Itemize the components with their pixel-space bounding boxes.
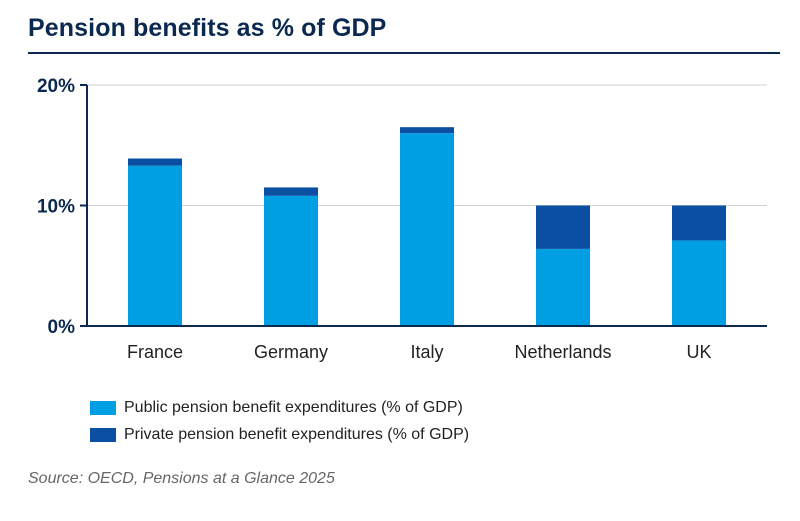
x-tick-label: Netherlands [514, 342, 611, 362]
bar-public-netherlands [536, 248, 590, 326]
bar-public-france [128, 165, 182, 326]
y-tick-label: 10% [37, 197, 75, 218]
bars [128, 127, 726, 326]
chart-title: Pension benefits as % of GDP [28, 14, 387, 42]
legend-swatch-private [90, 427, 116, 442]
legend-item-private: Private pension benefit expenditures (% … [90, 421, 469, 448]
bar-chart: 0% 10% 20% France Germany Italy Netherlands UK [37, 76, 767, 362]
bar-public-uk [672, 240, 726, 326]
axes [80, 84, 767, 327]
x-tick-label: UK [686, 342, 711, 362]
legend: Public pension benefit expenditures (% o… [90, 394, 469, 448]
bar-public-germany [264, 195, 318, 326]
bar-private-uk [672, 205, 726, 241]
title-divider [28, 52, 780, 54]
legend-label-public: Public pension benefit expenditures (% o… [124, 398, 463, 416]
bar-public-italy [400, 133, 454, 326]
bar-private-italy [400, 127, 454, 134]
x-tick-label: Italy [410, 342, 443, 362]
x-tick-label: Germany [254, 342, 328, 362]
legend-item-public: Public pension benefit expenditures (% o… [90, 394, 469, 421]
y-tick-label: 20% [37, 76, 75, 97]
legend-label-private: Private pension benefit expenditures (% … [124, 425, 470, 443]
bar-private-germany [264, 187, 318, 196]
axis-labels: 0% 10% 20% France Germany Italy Netherlands UK [37, 76, 712, 362]
legend-swatch-public [90, 400, 116, 415]
bar-private-france [128, 158, 182, 166]
source-note: Source: OECD, Pensions at a Glance 2025 [28, 470, 335, 487]
bar-private-netherlands [536, 205, 590, 249]
y-tick-label: 0% [48, 317, 76, 338]
x-tick-label: France [127, 342, 183, 362]
